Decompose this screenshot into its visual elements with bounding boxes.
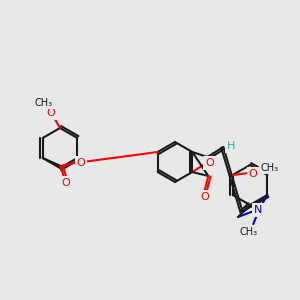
Text: CH₃: CH₃ [261,163,279,173]
Text: O: O [205,158,214,168]
Text: O: O [76,158,85,168]
Text: CH₃: CH₃ [35,98,53,108]
Text: H: H [227,141,236,151]
Text: O: O [200,192,209,202]
Text: N: N [254,205,262,215]
Text: O: O [248,169,257,179]
Text: CH₃: CH₃ [239,227,257,237]
Text: O: O [61,178,70,188]
Text: O: O [46,108,56,118]
